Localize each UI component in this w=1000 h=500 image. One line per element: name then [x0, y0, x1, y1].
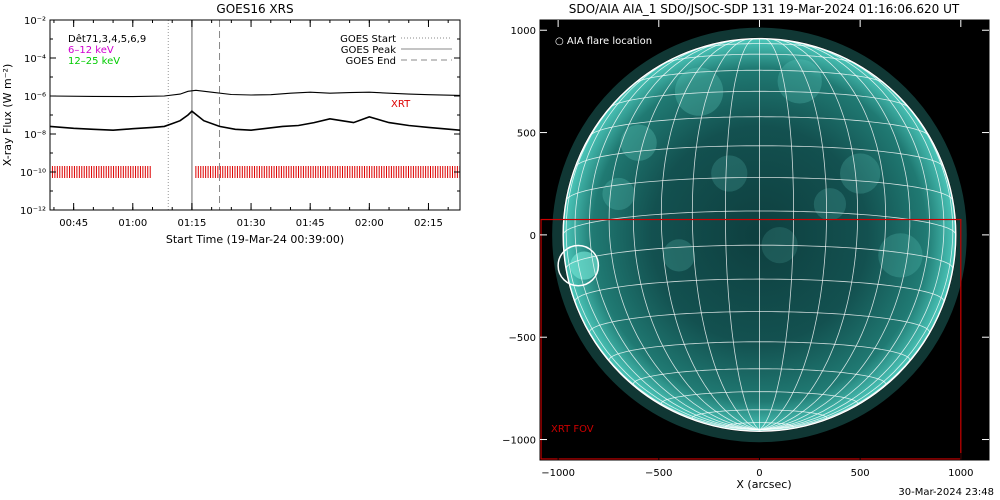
grid-line — [759, 39, 887, 431]
goes-y-tick-label: 10⁻¹² — [20, 206, 46, 217]
aia-x-tick-label: −500 — [645, 468, 672, 479]
aia-x-tick-label: 1000 — [948, 468, 973, 479]
flare-location-marker — [557, 244, 600, 287]
aia-x-tick-label: 500 — [851, 468, 870, 479]
xrt-coverage-ticks — [50, 166, 460, 178]
grid-line — [759, 40, 911, 431]
aia-legend-flare-location: ○ AIA flare location — [555, 36, 652, 47]
grid-line — [725, 38, 760, 431]
aia-plot-frame — [539, 19, 990, 461]
goes-y-tick-label: 10⁻¹⁰ — [20, 168, 46, 179]
aia-y-tick-label: −1000 — [502, 436, 536, 447]
active-region — [711, 155, 748, 192]
goes-x-tick-label: 02:00 — [355, 218, 384, 229]
goes-xrs-chart: GOES16 XRS 10⁻¹² 10⁻¹⁰ 10⁻⁸ 10⁻⁶ 10⁻⁴ 10⁻² 00:… — [1, 2, 461, 246]
limb-outline — [562, 37, 957, 432]
goes-y-axis-label: X-ray Flux (W m⁻²) — [1, 64, 14, 166]
aia-image-chart: SDO/AIA AIA_1 SDO/JSOC-SDP 131 19-Mar-20… — [502, 2, 990, 491]
goes-x-tick-label: 01:15 — [178, 218, 207, 229]
goes-x-axis-label: Start Time (19-Mar-24 00:39:00) — [166, 233, 344, 246]
aia-y-tick-label: 1000 — [511, 26, 536, 37]
goes-y-tick-label: 10⁻⁴ — [24, 54, 46, 65]
goes-chart-title: GOES16 XRS — [216, 2, 293, 16]
active-region — [570, 251, 599, 280]
xrt-fov-box — [540, 218, 962, 460]
aia-axes: −1000 −500 0 500 1000 1000 500 0 −500 −1000 — [502, 20, 989, 479]
grid-line — [759, 48, 945, 431]
goes-x-tick-label: 01:45 — [296, 218, 325, 229]
goes-x-tick-label: 01:30 — [237, 218, 266, 229]
grid-line — [759, 39, 858, 431]
goes-legend-right: GOES Start GOES Peak GOES End — [340, 34, 452, 67]
goes-x-tick-label: 00:45 — [59, 218, 88, 229]
aia-x-tick-label: −1000 — [541, 468, 575, 479]
active-region — [813, 188, 847, 221]
grid-line — [608, 40, 760, 431]
grid-line — [574, 48, 760, 431]
legend-entry-detectors: Dêt71,3,4,5,6,9 — [68, 33, 146, 45]
goes-axes: 10⁻¹² 10⁻¹⁰ 10⁻⁸ 10⁻⁶ 10⁻⁴ 10⁻² 00:45 01:00 01:1… — [20, 16, 460, 229]
grid-line — [565, 74, 760, 431]
legend-entry-12-25kev: 12–25 keV — [68, 56, 120, 67]
aia-y-tick-label: 0 — [530, 231, 536, 242]
grid-line — [759, 74, 954, 431]
active-region — [602, 177, 635, 211]
aia-y-tick-label: 500 — [517, 129, 536, 140]
aia-x-tick-label: 0 — [756, 468, 762, 479]
active-region — [878, 233, 923, 278]
goes-x-tick-label: 01:00 — [118, 218, 147, 229]
grid-line — [759, 42, 930, 431]
active-region — [674, 67, 724, 116]
corona-glow — [552, 27, 967, 443]
grid-line — [759, 38, 795, 431]
grid-line — [589, 42, 760, 431]
active-region — [840, 153, 881, 194]
grid-line — [759, 38, 827, 431]
xrt-fov-label: XRT FOV — [551, 424, 594, 435]
goes-y-tick-label: 10⁻⁸ — [24, 130, 46, 141]
aia-chart-title: SDO/AIA AIA_1 SDO/JSOC-SDP 131 19-Mar-20… — [569, 2, 960, 16]
goes-y-tick-label: 10⁻² — [24, 16, 46, 27]
solar-disk-group — [540, 27, 967, 460]
legend-goes-start: GOES Start — [340, 34, 396, 45]
aia-y-tick-label: −500 — [509, 333, 536, 344]
goes-flux-series-1 — [50, 110, 460, 132]
grid-line — [632, 39, 760, 431]
legend-entry-6-12kev: 6–12 keV — [68, 45, 114, 56]
legend-goes-peak: GOES Peak — [341, 45, 396, 56]
xrt-label: XRT — [391, 99, 411, 110]
goes-y-tick-label: 10⁻⁶ — [24, 92, 46, 103]
active-region — [620, 124, 657, 161]
goes-flux-series-0 — [50, 89, 460, 98]
footer-timestamp: 30-Mar-2024 23:48 — [898, 487, 994, 498]
grid-line — [691, 38, 760, 431]
goes-legend-left: Dêt71,3,4,5,6,9 6–12 keV 12–25 keV — [68, 33, 146, 67]
active-region — [662, 239, 696, 272]
legend-goes-end: GOES End — [346, 56, 396, 67]
grid-line — [660, 39, 760, 431]
aia-x-axis-label: X (arcsec) — [736, 478, 791, 491]
goes-x-tick-label: 02:15 — [414, 218, 443, 229]
